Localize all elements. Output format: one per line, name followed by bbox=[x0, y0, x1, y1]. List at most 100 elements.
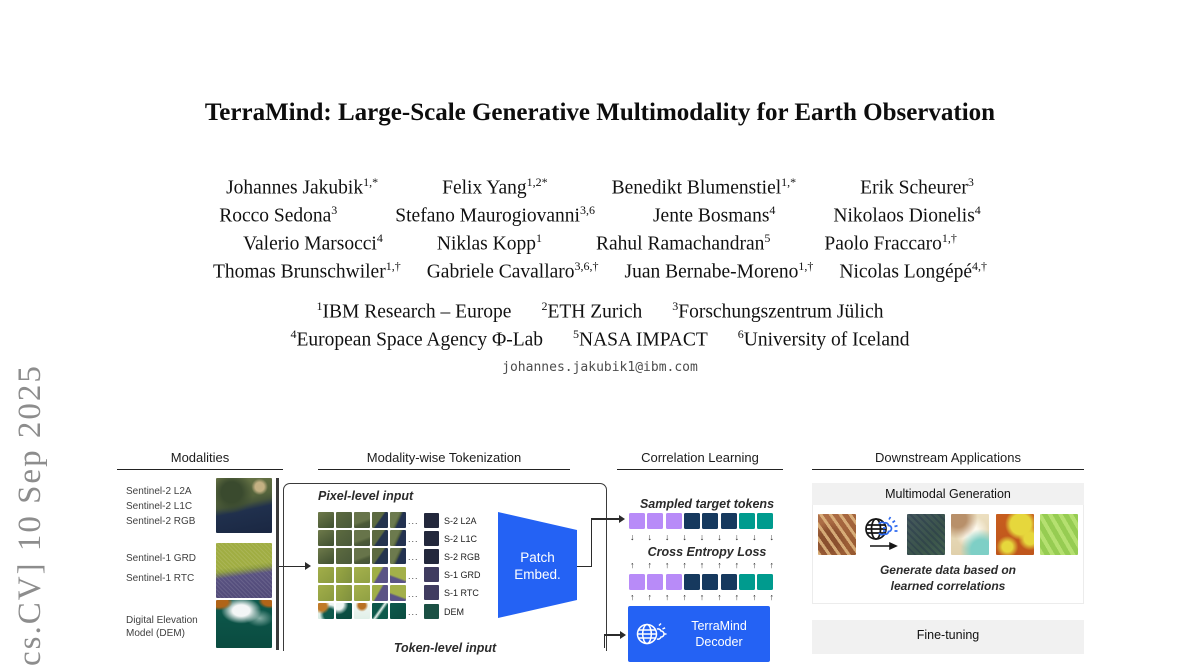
modality-image-s1 bbox=[216, 543, 272, 598]
arrow-ticks: ↓ ↓ ↓ ↓ ↓ ↓ ↓ ↓ ↓ bbox=[630, 532, 774, 542]
arrowhead bbox=[619, 630, 626, 639]
chip-label: S-1 GRD bbox=[444, 570, 481, 581]
ellipsis: ... bbox=[408, 570, 419, 581]
header-underline bbox=[318, 469, 570, 470]
input-patch bbox=[354, 603, 370, 619]
arrowhead bbox=[619, 514, 625, 523]
author-name: Jente Bosmans4 bbox=[652, 203, 776, 227]
ellipsis: ... bbox=[408, 516, 419, 526]
target-token-teal bbox=[738, 574, 755, 590]
patch-embed-label-line2: Embed. bbox=[514, 567, 561, 582]
author-name: Juan Bernabe-Moreno1,† bbox=[624, 259, 814, 283]
author-name: Felix Yang1,2* bbox=[442, 175, 548, 199]
affiliation: 1IBM Research – Europe bbox=[316, 299, 512, 323]
multimodal-generation-header: Multimodal Generation bbox=[812, 483, 1084, 505]
terramind-decoder-icon bbox=[636, 622, 667, 645]
affiliation-row: 1IBM Research – Europe 2ETH Zurich 3Forsch… bbox=[0, 299, 1200, 327]
lulc-generation-thumbnail bbox=[995, 514, 1034, 555]
author-name: Rocco Sedona3 bbox=[219, 203, 338, 227]
modality-label: Digital Elevation Model (DEM) bbox=[126, 615, 198, 639]
target-token-purple bbox=[629, 574, 645, 590]
paper-title: TerraMind: Large-Scale Generative Multim… bbox=[204, 99, 996, 126]
ellipsis: ... bbox=[408, 552, 419, 563]
input-patch bbox=[354, 548, 370, 565]
terramind-logo-icon-box bbox=[862, 514, 901, 555]
target-token-purple bbox=[647, 513, 664, 529]
column-header-tokenization: Modality-wise Tokenization bbox=[366, 450, 522, 465]
generation-examples-row bbox=[818, 514, 1078, 555]
target-token-navy bbox=[702, 574, 719, 590]
input-patch bbox=[318, 566, 334, 583]
connector-line bbox=[590, 518, 593, 567]
header-underline bbox=[617, 469, 783, 470]
token-level-input-label: Token-level input bbox=[393, 641, 497, 655]
affiliation: 5NASA IMPACT bbox=[573, 327, 708, 351]
connector-line bbox=[592, 518, 620, 520]
multimodal-generation-panel: Generate data based on learned correlati… bbox=[812, 505, 1084, 604]
arrow-ticks: ↑ ↑ ↑ ↑ ↑ ↑ ↑ ↑ ↑ bbox=[630, 592, 774, 602]
terramind-decoder-block: TerraMind Decoder bbox=[628, 606, 770, 662]
sar-generation-thumbnail bbox=[818, 514, 856, 555]
connector-line bbox=[577, 565, 592, 568]
modality-token-chip bbox=[424, 530, 439, 546]
input-patch bbox=[372, 584, 388, 601]
ndvi-generation-thumbnail bbox=[1039, 514, 1078, 555]
modality-image-s2 bbox=[216, 478, 272, 533]
chip-label: S-2 RGB bbox=[444, 551, 481, 562]
modality-label: Sentinel-1 GRD Sentinel-1 RTC bbox=[126, 553, 197, 584]
input-patch bbox=[336, 566, 352, 583]
teaser-figure: Modalities Modality-wise Tokenization Co… bbox=[117, 450, 1084, 662]
input-patch bbox=[372, 512, 388, 528]
author-name: Erik Scheurer3 bbox=[860, 175, 974, 199]
author-name: Gabriele Cavallaro3,6,† bbox=[426, 259, 599, 283]
ellipsis: ... bbox=[408, 588, 419, 599]
target-token-purple bbox=[665, 513, 682, 529]
author-name: Rahul Ramachandran5 bbox=[595, 231, 771, 255]
input-patch bbox=[336, 603, 352, 619]
connector-line bbox=[603, 634, 606, 648]
affiliation: 4European Space Agency Φ-Lab bbox=[290, 327, 544, 351]
patch-embed-block: Patch Embed. bbox=[498, 512, 577, 618]
input-patch bbox=[390, 548, 406, 565]
input-patch bbox=[372, 566, 388, 583]
affiliation: 6University of Iceland bbox=[737, 327, 910, 351]
chip-label: S-2 L1C bbox=[444, 533, 478, 544]
tokenization-box bbox=[283, 483, 607, 651]
input-patch bbox=[354, 584, 370, 601]
modality-token-chip bbox=[424, 567, 439, 583]
dem-generation-thumbnail bbox=[951, 514, 990, 555]
author-row: Valerio Marsocci4 Niklas Kopp1 Rahul Ramac… bbox=[0, 231, 1200, 259]
author-row: Johannes Jakubik1,* Felix Yang1,2* Benedik… bbox=[0, 175, 1200, 203]
column-header-correlation: Correlation Learning bbox=[641, 450, 759, 465]
input-patch bbox=[318, 548, 334, 565]
target-token-purple bbox=[647, 574, 664, 590]
column-header-modalities: Modalities bbox=[170, 450, 230, 465]
input-patch bbox=[390, 603, 406, 619]
target-token-navy bbox=[720, 574, 737, 590]
decoder-label-line1: TerraMind bbox=[691, 619, 747, 633]
target-token-navy bbox=[683, 574, 700, 590]
input-patch bbox=[318, 530, 334, 547]
input-patch bbox=[318, 512, 334, 528]
author-name: Paolo Fraccaro1,† bbox=[824, 231, 957, 255]
modality-token-chip bbox=[424, 585, 439, 601]
author-name: Nicolas Longépé4,† bbox=[839, 259, 988, 283]
target-token-purple bbox=[629, 513, 645, 529]
s2-generation-thumbnail bbox=[906, 514, 945, 555]
modality-collector-bar bbox=[276, 478, 279, 650]
modality-token-chip bbox=[424, 512, 439, 528]
input-patch bbox=[354, 512, 370, 528]
affiliation: 2ETH Zurich bbox=[541, 299, 643, 323]
author-name: Thomas Brunschwiler1,† bbox=[212, 259, 401, 283]
author-name: Nikolaos Dionelis4 bbox=[833, 203, 981, 227]
ellipsis: ... bbox=[408, 534, 419, 545]
author-name: Johannes Jakubik1,* bbox=[226, 175, 379, 199]
author-name: Niklas Kopp1 bbox=[436, 231, 542, 255]
affiliation-row: 4European Space Agency Φ-Lab 5NASA IMPACT… bbox=[0, 327, 1200, 355]
patch-embed-label-line1: Patch bbox=[520, 550, 555, 565]
input-patch bbox=[336, 584, 352, 601]
input-patch bbox=[372, 530, 388, 547]
connector-line bbox=[603, 634, 621, 636]
author-name: Benedikt Blumenstiel1,* bbox=[611, 175, 797, 199]
affiliation: 3Forschungszentrum Jülich bbox=[672, 299, 884, 323]
